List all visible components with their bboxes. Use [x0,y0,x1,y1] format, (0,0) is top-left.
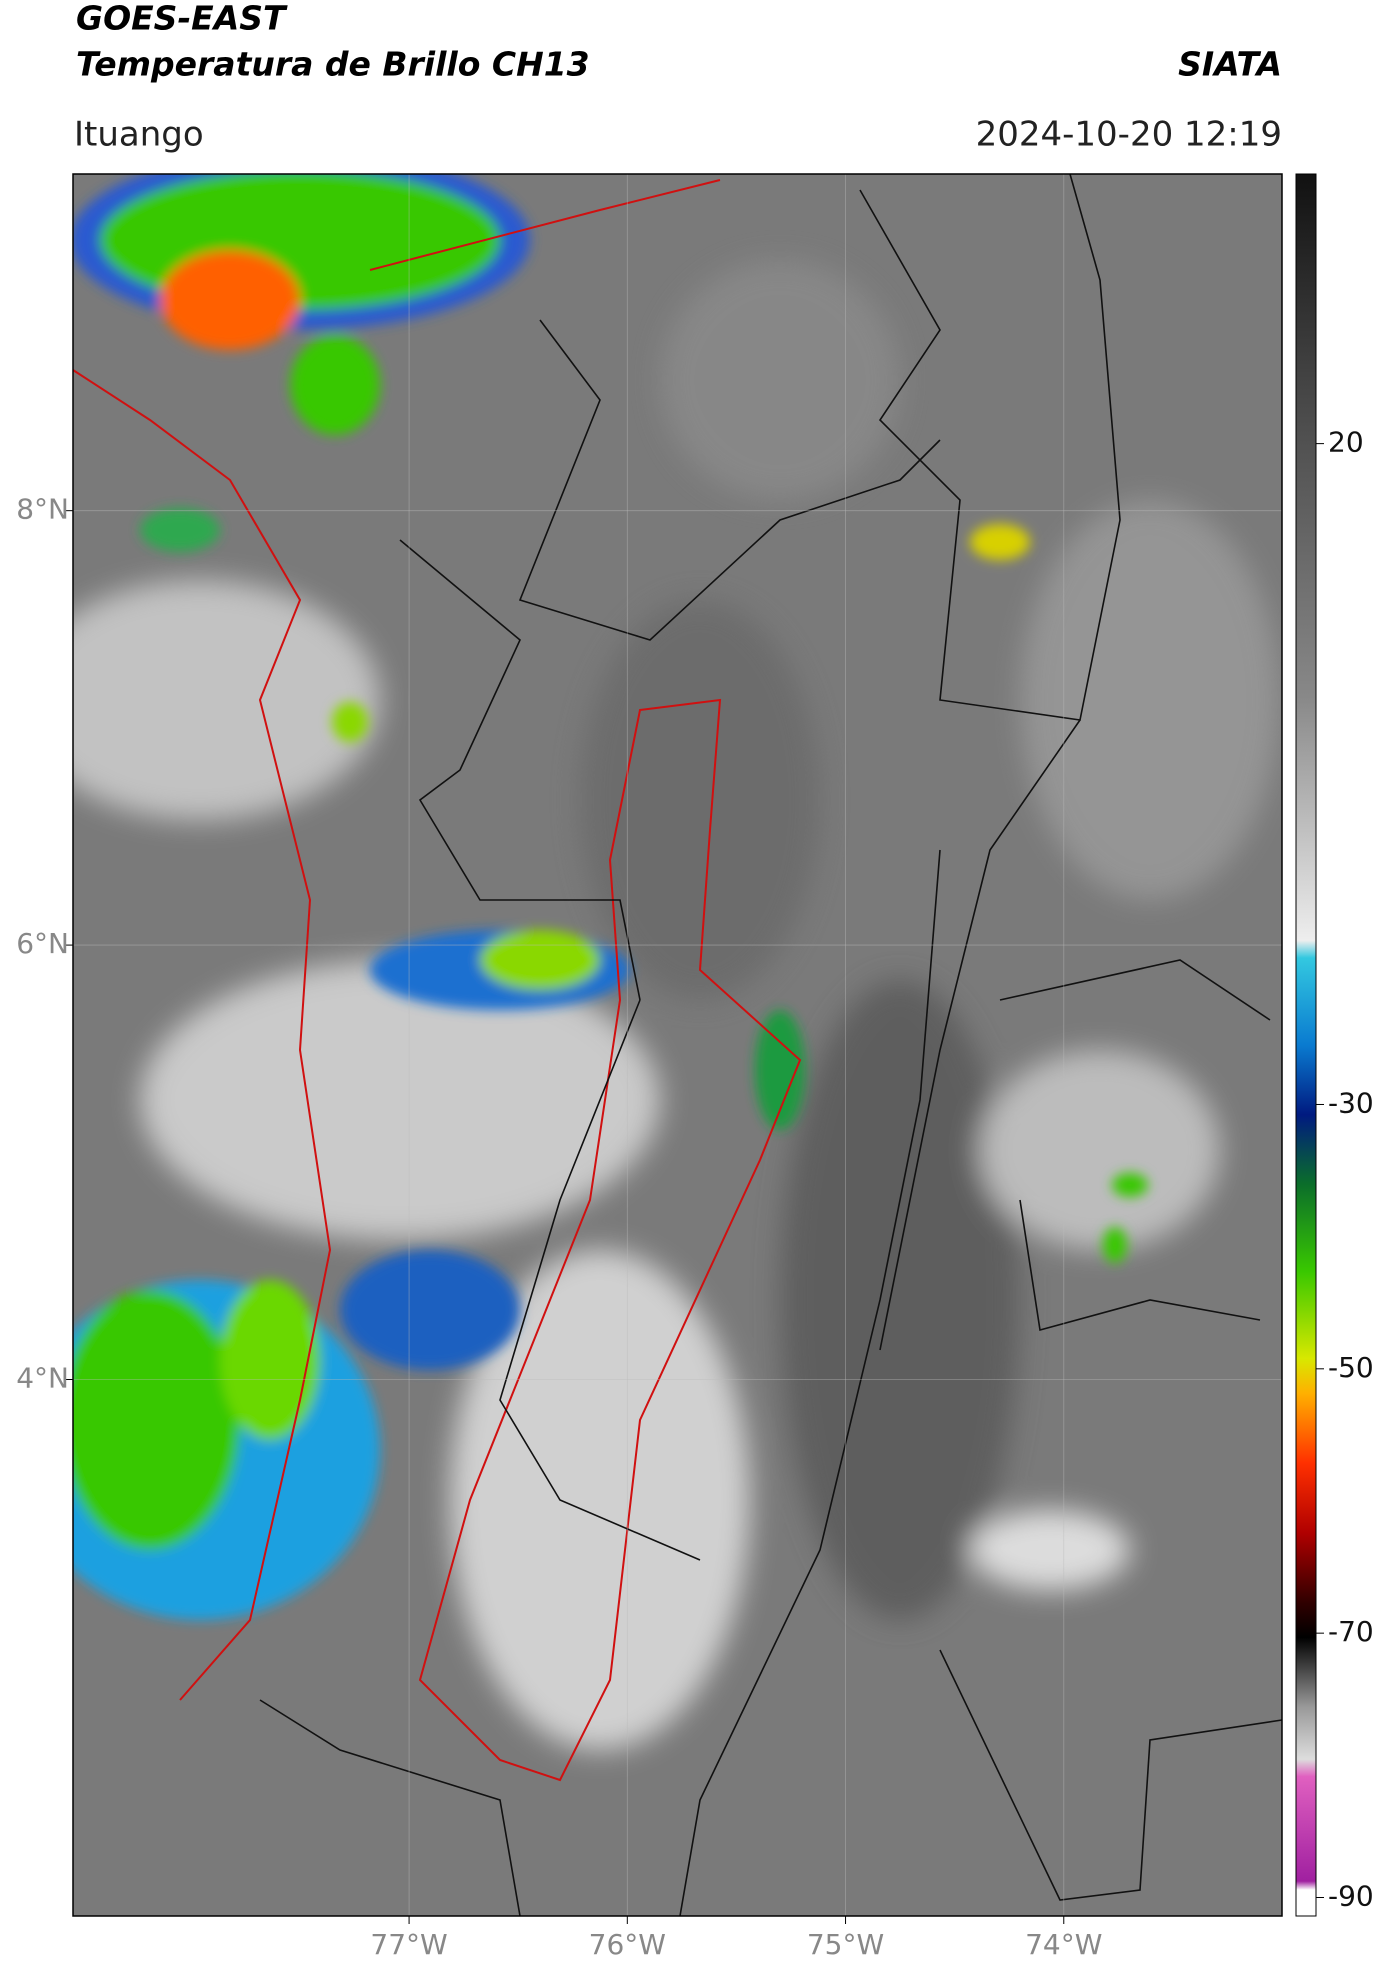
y-tick-label: 4°N [16,1361,69,1394]
title: GOES-EAST [76,0,288,38]
colorbar-tick-label: -90 [1328,1879,1374,1912]
x-tick-label: 74°W [1025,1928,1102,1961]
colorbar-tick-label: -70 [1328,1615,1374,1648]
agency: SIATA [1178,45,1282,84]
satellite-image [73,174,1282,1916]
map-frame [72,173,1283,1917]
colorbar-tick-label: -50 [1328,1351,1374,1384]
x-tick-label: 76°W [589,1928,666,1961]
colorbar-tick-label: -30 [1328,1086,1374,1119]
grid [73,174,1282,1916]
datetime: 2024-10-20 12:19 [976,115,1282,155]
y-tick-label: 6°N [16,927,69,960]
x-tick-label: 77°W [370,1928,447,1961]
subtitle: Temperatura de Brillo CH13 [76,45,590,84]
y-tick-label: 8°N [16,493,69,526]
colorbar [1295,173,1317,1917]
colorbar-tick-label: 20 [1328,426,1364,459]
x-tick-label: 75°W [807,1928,884,1961]
location: Ituango [74,115,204,155]
